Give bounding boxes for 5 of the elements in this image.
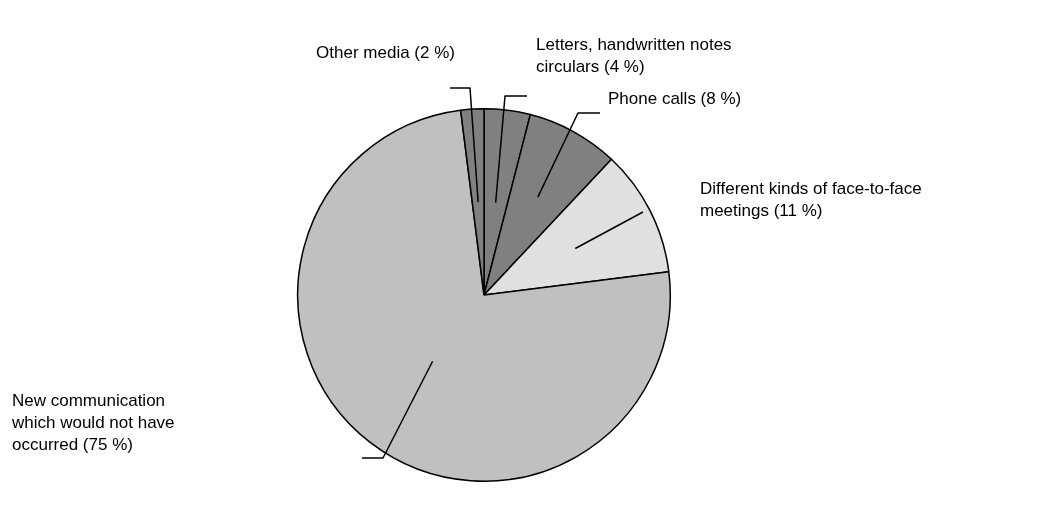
slice-label: New communication which would not have occurred (75 %) (11, 391, 175, 454)
slice-label: Other media (2 %) (316, 43, 455, 62)
slice-label: Phone calls (8 %) (608, 89, 742, 108)
slice-label: Different kinds of face-to-face meetings (11 %) (700, 179, 922, 220)
slice-label: Letters, handwritten notes circulars (4 %) (536, 35, 732, 76)
